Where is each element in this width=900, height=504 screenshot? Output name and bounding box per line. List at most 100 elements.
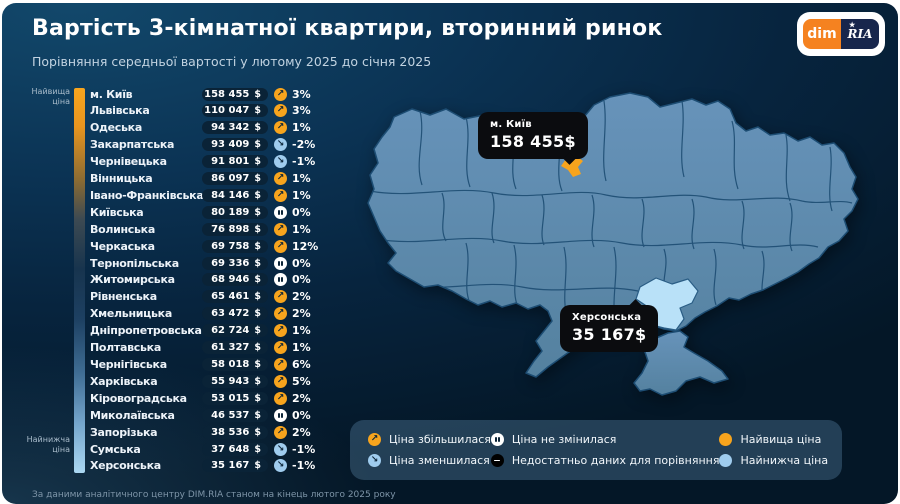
region-name: Волинська: [90, 222, 155, 236]
price-value: 86 097: [211, 173, 250, 185]
legend-item: Найнижча ціна: [719, 454, 828, 467]
pause-bar: [278, 260, 280, 266]
currency-symbol: $: [254, 173, 261, 185]
price-value: 46 537: [211, 409, 250, 421]
legend-column: ↗ Ціна збільшилася ↘ Ціна зменшилася: [368, 433, 491, 467]
dim-ria-logo[interactable]: dim ★ RIA: [797, 12, 885, 56]
pause-bar: [498, 437, 500, 442]
price-value: 68 946: [211, 274, 250, 286]
crimea-peninsula: [633, 330, 729, 396]
legend-label: Ціна збільшилася: [389, 433, 491, 446]
price-pill: 38 536 $: [202, 425, 268, 439]
table-row: Івано-Франківська 84 146 $ ↗ 1%: [90, 188, 322, 202]
currency-symbol: $: [254, 105, 261, 117]
change-percent: 0%: [292, 408, 311, 422]
price-pill: 55 943 $: [202, 374, 268, 388]
table-row: Київська 80 189 $0%: [90, 205, 322, 219]
change-percent: 1%: [292, 324, 311, 338]
pause-bar: [278, 412, 280, 418]
change-percent: 2%: [292, 307, 311, 321]
trend-up-icon: ↗: [274, 391, 287, 405]
region-name: Івано-Франківська: [90, 188, 204, 202]
region-name: Запорізька: [90, 425, 158, 439]
no-data-icon: [490, 454, 504, 467]
region-name: м. Київ: [90, 87, 133, 101]
currency-symbol: $: [254, 206, 261, 218]
price-value: 110 047: [204, 105, 250, 117]
trend-flat-icon: [490, 433, 504, 446]
change-percent: 12%: [292, 239, 319, 253]
minus-bar: [494, 459, 501, 462]
trend-up-icon: ↗: [274, 87, 287, 101]
table-row: Дніпропетровська 62 724 $ ↗ 1%: [90, 324, 322, 338]
table-row: Закарпатська 93 409 $ ↘ -2%: [90, 138, 322, 152]
currency-symbol: $: [254, 189, 261, 201]
trend-up-icon: ↗: [274, 290, 287, 304]
region-name: Київська: [90, 205, 144, 219]
region-name: Сумська: [90, 442, 141, 456]
region-name: Тернопільська: [90, 256, 179, 270]
pause-bar: [281, 412, 283, 418]
currency-symbol: $: [254, 392, 261, 404]
table-row: Волинська 76 898 $ ↗ 1%: [90, 222, 322, 236]
change-percent: -2%: [292, 138, 316, 152]
currency-symbol: $: [254, 240, 261, 252]
price-value: 91 801: [211, 156, 250, 168]
change-percent: 2%: [292, 290, 311, 304]
price-pill: 76 898 $: [202, 222, 268, 236]
price-value: 53 015: [211, 392, 250, 404]
change-percent: 1%: [292, 341, 311, 355]
change-percent: 1%: [292, 121, 311, 135]
change-percent: 2%: [292, 425, 311, 439]
change-percent: 1%: [292, 188, 311, 202]
price-value: 94 342: [211, 122, 250, 134]
price-pill: 65 461 $: [202, 290, 268, 304]
table-row: Житомирська 68 946 $0%: [90, 273, 322, 287]
price-value: 80 189: [211, 206, 250, 218]
price-pill: 58 018 $: [202, 358, 268, 371]
trend-up-icon: ↗: [274, 121, 287, 135]
table-row: Миколаївська 46 537 $0%: [90, 408, 322, 422]
legend-label: Найнижча ціна: [740, 454, 829, 467]
legend-label: Найвища ціна: [740, 433, 822, 446]
region-name: Львівська: [90, 104, 150, 118]
trend-up-icon: ↗: [274, 307, 287, 321]
trend-down-icon: ↘: [274, 459, 287, 473]
trend-up-icon: ↗: [274, 222, 287, 236]
legend-label: Ціна не змінилася: [511, 433, 617, 446]
callout-region-price: 35 167$: [572, 325, 647, 344]
region-name: Рівненська: [90, 290, 157, 304]
trend-up-icon: ↗: [274, 239, 287, 253]
price-value: 62 724: [211, 325, 250, 337]
trend-up-icon: ↗: [274, 324, 287, 338]
price-value: 61 327: [211, 342, 250, 354]
legend-item: Ціна не змінилася: [490, 433, 720, 446]
price-pill: 158 455 $: [202, 87, 268, 101]
price-pill: 62 724 $: [202, 324, 268, 338]
currency-symbol: $: [254, 274, 261, 286]
change-percent: 2%: [292, 391, 311, 405]
region-name: Харківська: [90, 374, 158, 388]
legend-label: Ціна зменшилася: [389, 454, 490, 467]
page-title: Вартість 3-кімнатної квартири, вторинний…: [32, 16, 663, 41]
region-name: Чернігівська: [90, 358, 167, 371]
legend-item: ↘ Ціна зменшилася: [368, 454, 491, 467]
legend-label: Недостатньо даних для порівняння: [511, 454, 720, 467]
trend-down-icon: ↘: [368, 454, 381, 467]
trend-up-icon: ↗: [274, 374, 287, 388]
callout-region-price: 158 455$: [490, 132, 576, 151]
trend-down-icon: ↘: [274, 138, 287, 152]
callout-kherson: Херсонська 35 167$: [560, 299, 659, 352]
price-pill: 91 801 $: [202, 155, 268, 169]
price-value: 55 943: [211, 375, 250, 387]
ukraine-outline: [367, 92, 859, 378]
currency-symbol: $: [254, 460, 261, 472]
callout-kyiv: м. Київ 158 455$: [478, 112, 588, 165]
price-value: 65 461: [211, 291, 250, 303]
region-name: Хмельницька: [90, 307, 172, 321]
table-row: Черкаська 69 758 $ ↗ 12%: [90, 239, 322, 253]
table-row: Хмельницька 63 472 $ ↗ 2%: [90, 307, 322, 321]
ria-logo-text: RIA: [847, 27, 873, 41]
change-percent: 5%: [292, 374, 311, 388]
trend-up-icon: ↗: [274, 425, 287, 439]
